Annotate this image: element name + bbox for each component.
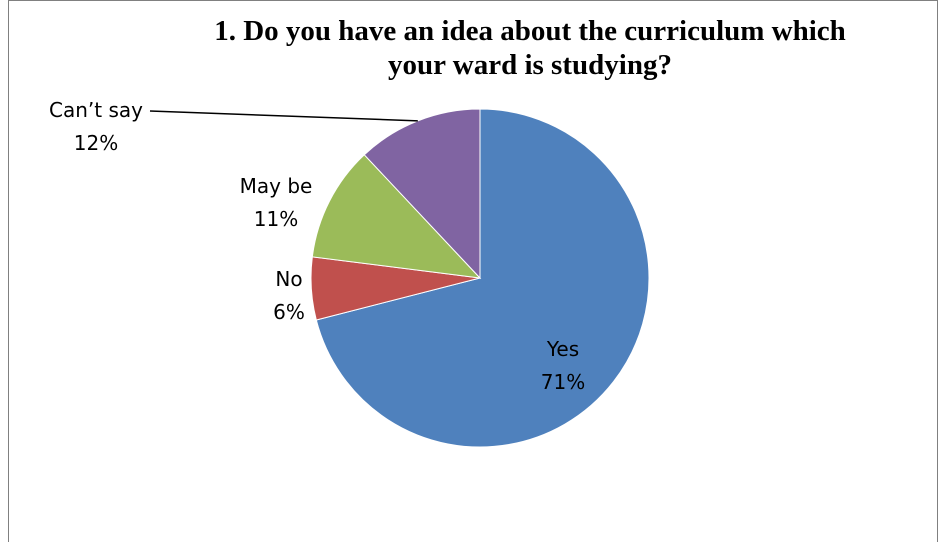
pie-slice-may-be [311,154,482,279]
pie-slice-cant-say [363,108,481,280]
slice-label-cant-say: Can’t say [49,98,143,122]
slice-pct-cant-say: 12% [74,131,118,155]
pie-slices [310,108,650,448]
slice-label-may-be: May be [240,174,313,198]
chart-title-line-2: your ward is studying? [388,49,672,81]
chart-title: 1. Do you have an idea about the curricu… [120,14,940,82]
slice-pct-no: 6% [273,300,305,324]
cant-say-leader-line [149,110,418,122]
slice-pct-yes: 71% [541,370,585,394]
slice-label-yes: Yes [546,337,579,361]
slice-label-no: No [275,267,302,291]
pie-slice-yes [315,108,650,448]
slice-pct-may-be: 11% [254,207,298,231]
chart-title-line-1: 1. Do you have an idea about the curricu… [214,15,846,47]
